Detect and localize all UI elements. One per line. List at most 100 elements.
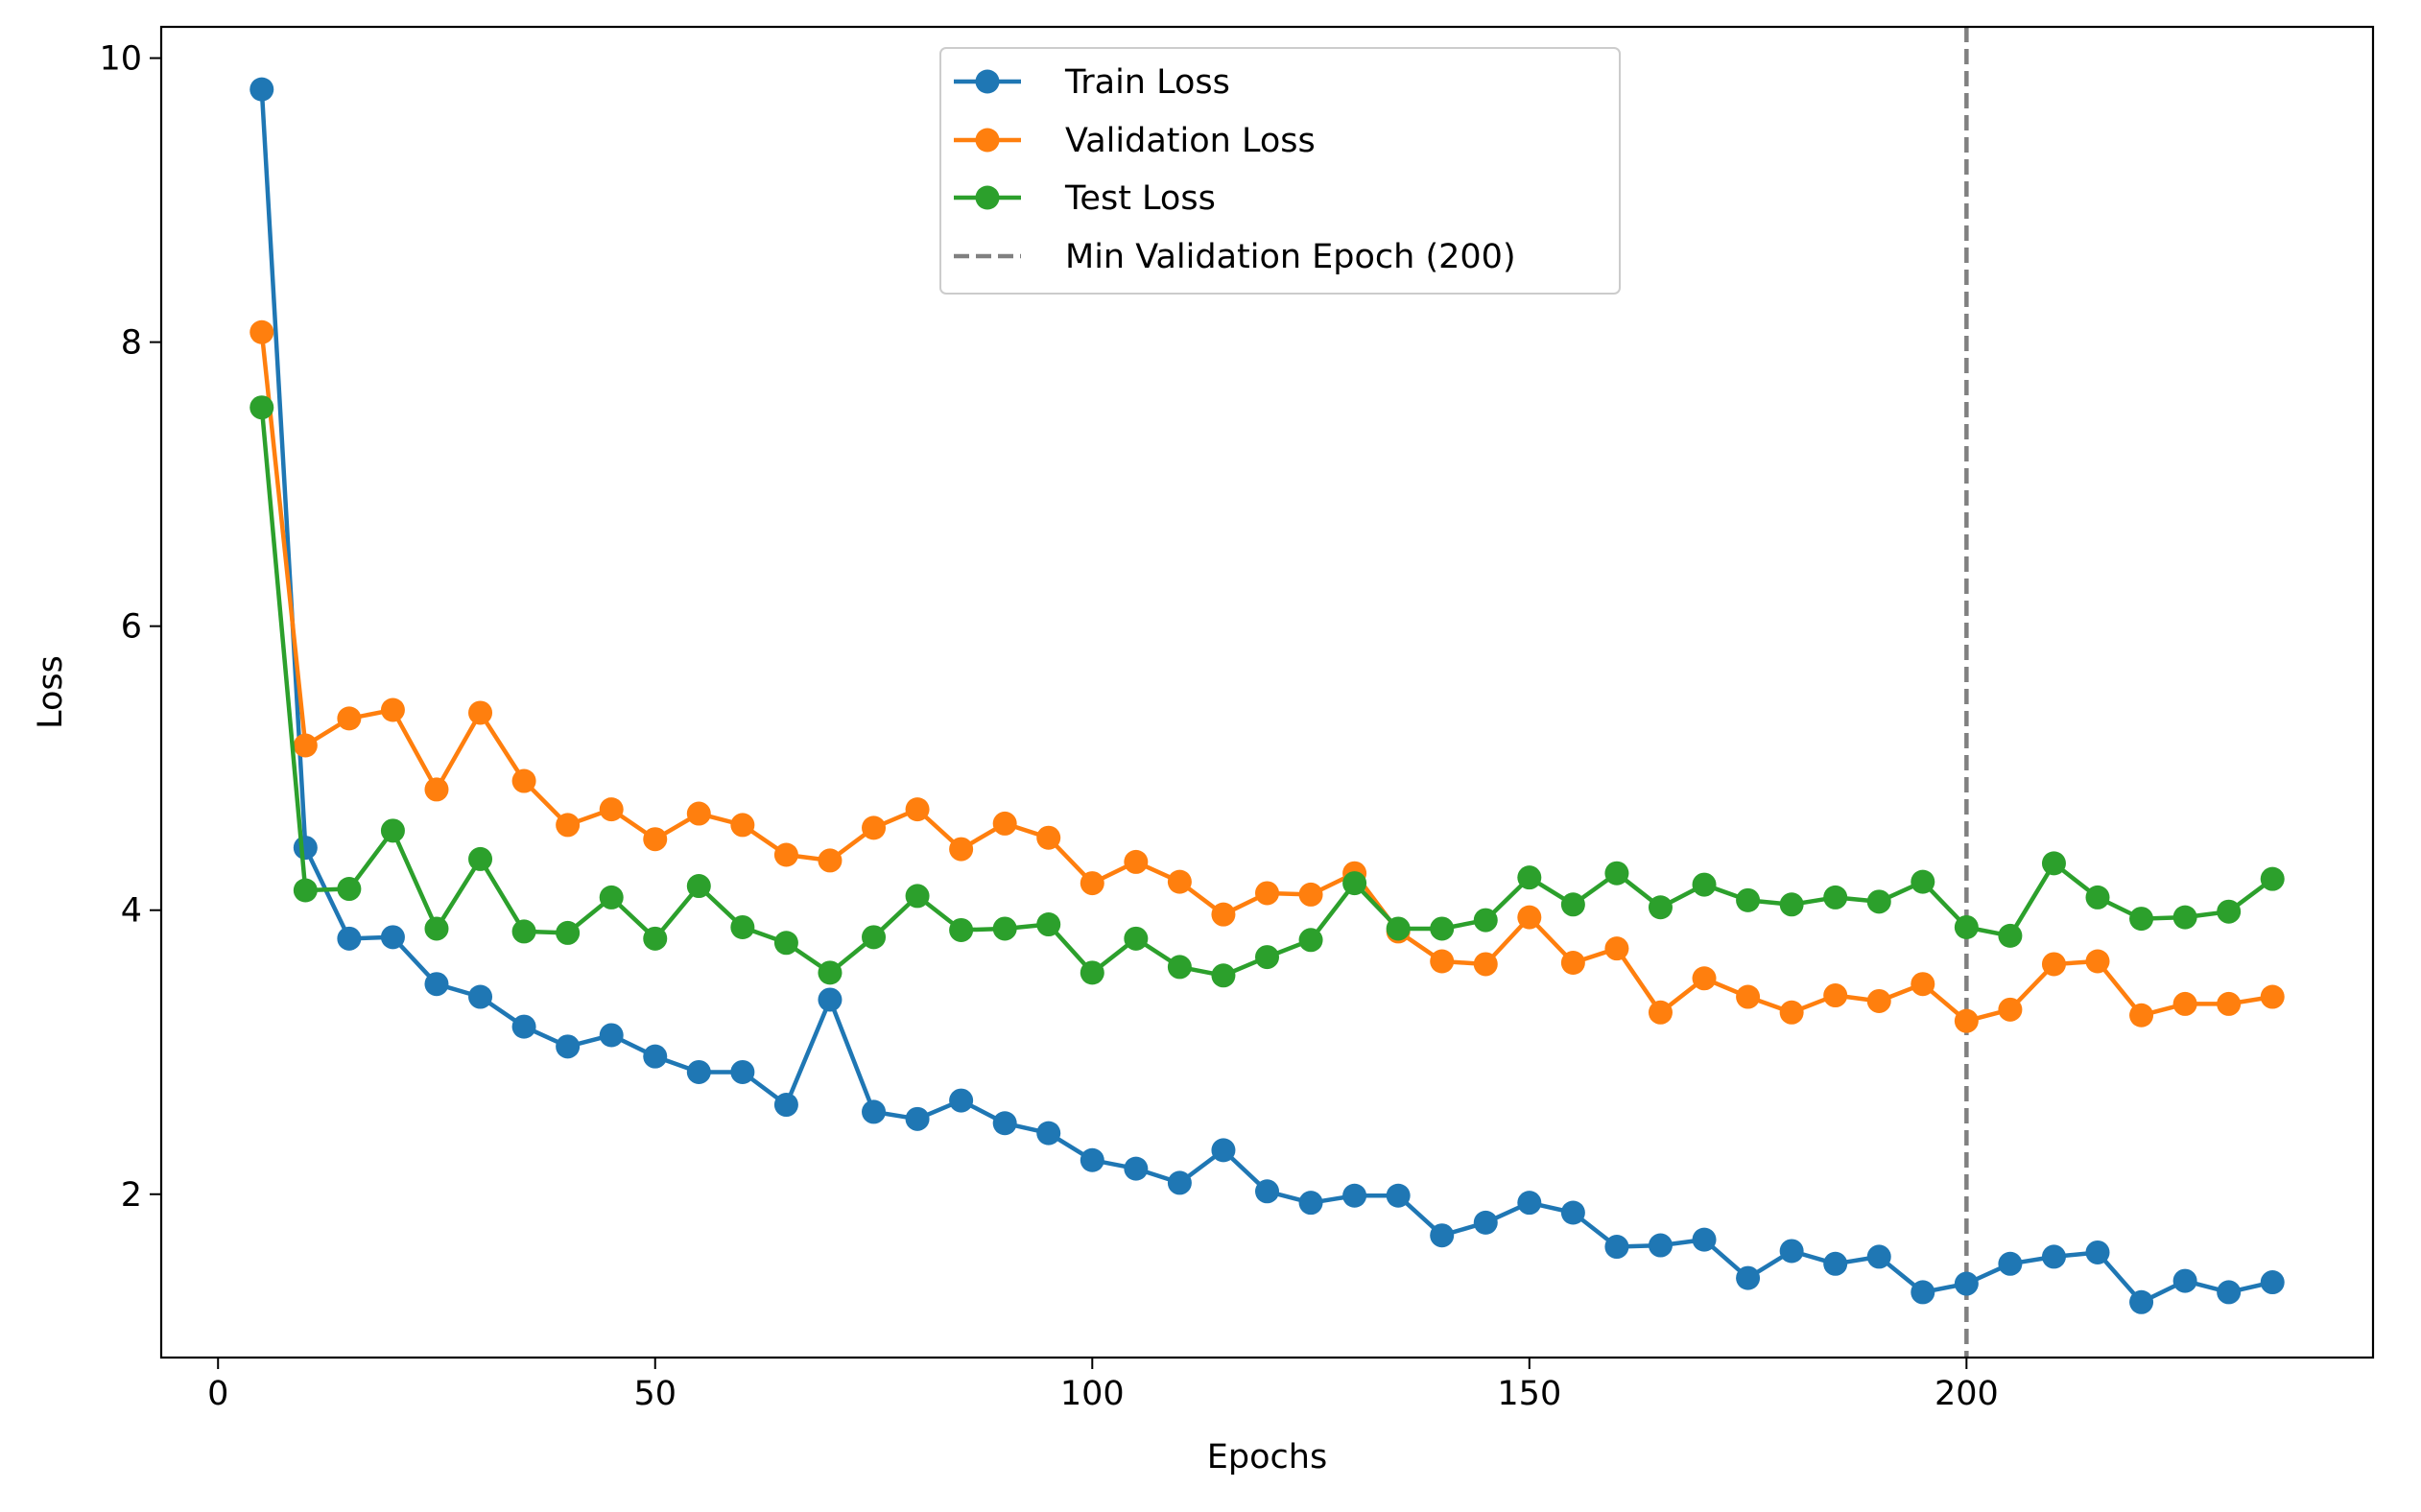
legend-label: Validation Loss: [1065, 122, 1316, 160]
validation-loss-point: [1124, 849, 1149, 874]
plot-area: [249, 27, 2285, 1358]
test-loss-point: [992, 916, 1017, 941]
train-loss-point: [949, 1088, 974, 1113]
legend: Train Loss Validation Loss Test Loss Min Va…: [939, 47, 1621, 295]
train-loss-point: [1036, 1121, 1061, 1146]
train-loss-point: [511, 1014, 536, 1039]
legend-marker: [975, 69, 1000, 94]
x-tick-label: 100: [1060, 1375, 1125, 1413]
validation-loss-point: [2041, 952, 2066, 977]
validation-loss-point: [1473, 952, 1498, 977]
train-loss-point: [1779, 1239, 1804, 1264]
train-loss-point: [1255, 1179, 1279, 1204]
validation-loss-point: [249, 319, 274, 344]
train-loss-point: [556, 1034, 581, 1059]
test-loss-point: [1211, 963, 1236, 988]
validation-loss-point: [380, 697, 405, 722]
train-loss-point: [1080, 1147, 1104, 1172]
test-loss-point: [599, 885, 624, 910]
test-loss-point: [511, 919, 536, 944]
test-loss-point: [2260, 866, 2285, 891]
validation-loss-point: [1080, 871, 1104, 896]
test-loss-point: [1736, 887, 1761, 912]
train-loss-point: [1298, 1191, 1323, 1216]
test-loss-point: [2172, 905, 2197, 930]
validation-loss-point: [1998, 997, 2023, 1022]
validation-loss-point: [2260, 984, 2285, 1009]
y-tick-label: 2: [121, 1176, 142, 1215]
train-loss-point: [599, 1023, 624, 1048]
validation-loss-point: [2217, 991, 2242, 1016]
train-loss-point: [905, 1106, 930, 1131]
test-loss-point: [1036, 912, 1061, 937]
train-loss-point: [818, 987, 843, 1012]
test-loss-point: [1779, 892, 1804, 917]
test-loss-point: [862, 925, 887, 950]
validation-loss-point: [643, 827, 668, 852]
train-loss-point: [2172, 1268, 2197, 1293]
y-axis-title: Loss: [32, 655, 70, 729]
test-loss-point: [2085, 885, 2110, 910]
test-loss-point: [1998, 923, 2023, 948]
train-loss-point: [337, 926, 362, 951]
validation-loss-point: [992, 811, 1017, 836]
train-loss-point: [643, 1044, 668, 1069]
train-loss-point: [686, 1059, 711, 1084]
train-loss-point: [1823, 1251, 1848, 1276]
test-loss-point: [1386, 916, 1411, 941]
test-loss-point: [1954, 914, 1979, 939]
validation-loss-point: [2129, 1003, 2154, 1028]
validation-loss-point: [424, 777, 449, 802]
train-loss-point: [1473, 1210, 1498, 1235]
train-loss-point: [1604, 1235, 1629, 1260]
test-loss-point: [293, 878, 318, 903]
test-loss-point: [1560, 892, 1585, 917]
train-loss-point: [2041, 1244, 2066, 1269]
validation-loss-point: [730, 813, 755, 838]
test-loss-point: [2129, 907, 2154, 932]
validation-loss-point: [1298, 882, 1323, 907]
test-loss-point: [1167, 955, 1192, 980]
test-loss-point: [1342, 871, 1367, 896]
x-tick-label: 200: [1934, 1375, 1999, 1413]
train-loss-point: [1211, 1138, 1236, 1163]
test-loss-point: [905, 884, 930, 909]
validation-loss-point: [686, 801, 711, 826]
validation-loss-point: [773, 842, 798, 867]
test-loss-point: [1692, 872, 1717, 897]
validation-loss-point: [905, 797, 930, 822]
train-loss-point: [2129, 1289, 2154, 1314]
legend-box: [939, 47, 1621, 295]
test-loss-point: [556, 920, 581, 945]
train-loss-point: [1124, 1156, 1149, 1181]
test-loss-point: [468, 846, 493, 871]
legend-marker: [975, 185, 1000, 210]
test-loss-point: [1517, 865, 1542, 890]
y-tick-label: 10: [99, 40, 142, 79]
validation-loss-point: [556, 813, 581, 838]
validation-loss-point: [511, 768, 536, 793]
train-loss-point: [992, 1111, 1017, 1136]
test-loss-point: [1298, 928, 1323, 953]
validation-loss-point: [1255, 881, 1279, 906]
x-axis-title: Epochs: [1207, 1438, 1327, 1477]
y-tick-label: 4: [121, 892, 142, 931]
train-loss-point: [1386, 1183, 1411, 1208]
y-tick-label: 8: [121, 324, 142, 363]
legend-label: Test Loss: [1064, 179, 1216, 218]
train-loss-point: [1998, 1251, 2023, 1276]
test-loss-point: [2217, 899, 2242, 924]
validation-loss-point: [2085, 949, 2110, 974]
validation-loss-point: [1692, 966, 1717, 991]
train-loss-point: [2085, 1240, 2110, 1264]
train-loss-point: [1911, 1280, 1935, 1305]
legend-marker: [975, 128, 1000, 153]
train-loss-point: [2260, 1270, 2285, 1295]
validation-loss-point: [1866, 988, 1891, 1013]
validation-loss-point: [1604, 936, 1629, 961]
train-loss-point: [1517, 1191, 1542, 1216]
train-loss-point: [249, 77, 274, 102]
y-tick-label: 6: [121, 608, 142, 647]
